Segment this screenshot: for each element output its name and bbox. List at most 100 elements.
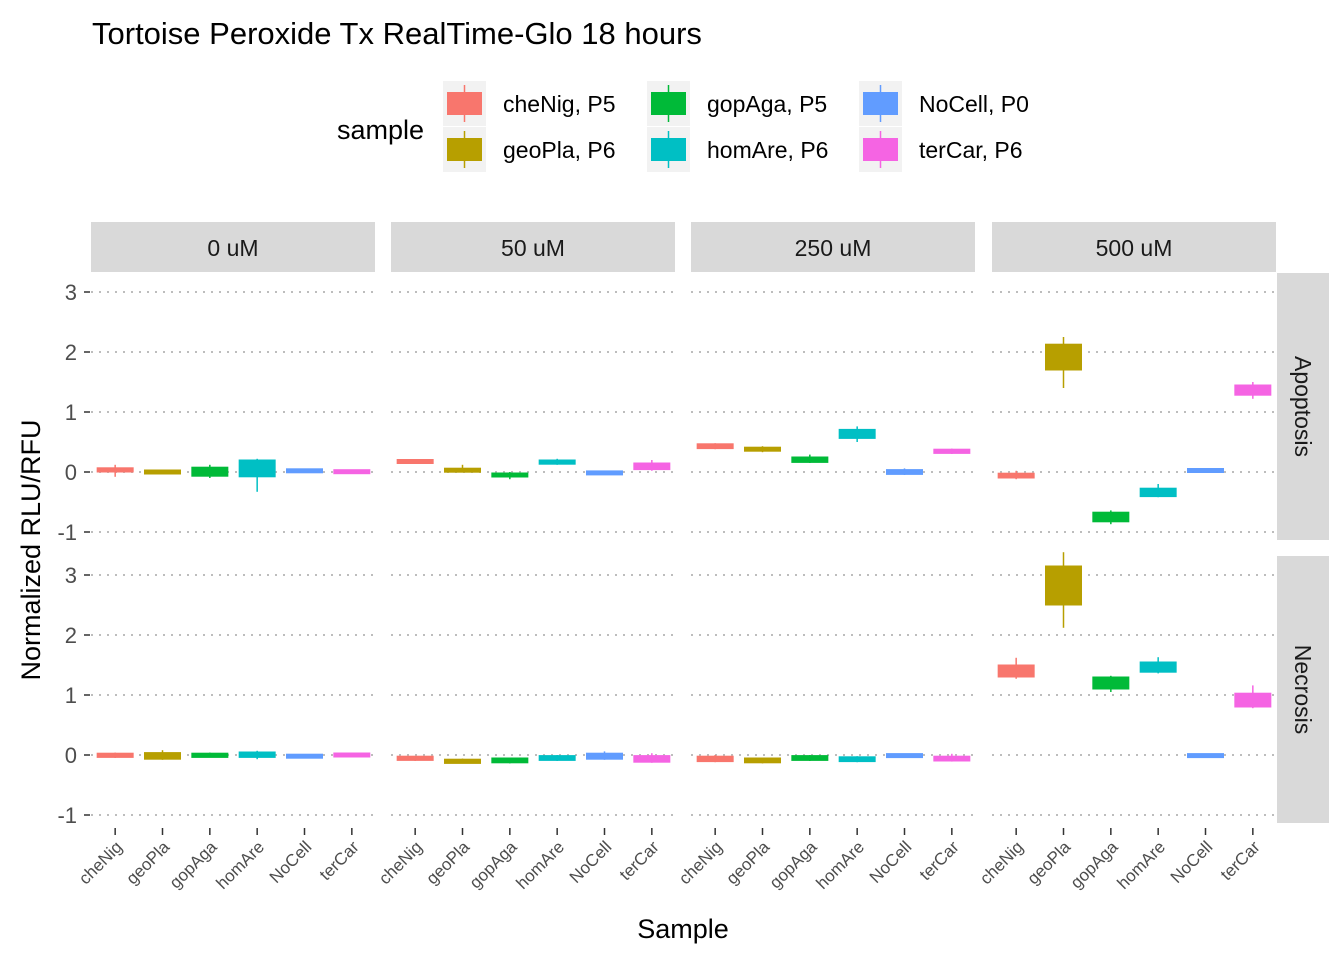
box-terCar — [633, 460, 671, 471]
box-geoPla — [444, 758, 481, 764]
legend-item-NoCell: NoCell, P0 — [859, 81, 1029, 126]
legend-key-swatch — [863, 138, 898, 161]
box-NoCell — [586, 751, 623, 760]
box-homAre — [238, 458, 276, 492]
y-tick-label: 2 — [65, 340, 77, 365]
box-homAre — [538, 755, 576, 761]
legend-label: gopAga, P5 — [707, 91, 827, 117]
box-geoPla — [1045, 552, 1082, 628]
box-homAre — [1139, 657, 1177, 674]
legend-key-swatch — [447, 92, 482, 115]
facet-strip-label: 250 uM — [795, 235, 872, 261]
box-homAre — [838, 756, 876, 763]
box-gopAga — [191, 464, 229, 478]
legend-label: homAre, P6 — [707, 137, 828, 163]
box-terCar — [633, 753, 671, 763]
x-axis-title: Sample — [637, 914, 729, 944]
box-homAre — [838, 426, 876, 442]
box-terCar — [1234, 685, 1272, 709]
box-terCar — [1234, 382, 1272, 399]
box-NoCell — [586, 470, 623, 476]
facet-strip-column: 250 uM — [691, 222, 975, 272]
y-axis-title: Normalized RLU/RFU — [16, 419, 46, 680]
box-gopAga — [1092, 675, 1130, 692]
y-tick-label: 0 — [65, 460, 77, 485]
facet-strip-background — [691, 222, 975, 272]
legend-title: sample — [337, 115, 424, 145]
facet-strip-background — [91, 222, 375, 272]
facet-strip-column: 500 uM — [992, 222, 1276, 272]
legend-label: terCar, P6 — [919, 137, 1023, 163]
box-geoPla — [144, 750, 181, 760]
box-gopAga — [1092, 510, 1130, 525]
box-NoCell — [1187, 468, 1224, 473]
box-terCar — [333, 469, 371, 475]
box-geoPla — [1045, 337, 1082, 388]
box-terCar — [933, 753, 971, 762]
y-tick-label: 1 — [65, 400, 77, 425]
legend-item-geoPla: geoPla, P6 — [443, 127, 616, 172]
facet-strip-background — [1277, 556, 1329, 823]
box-cheNig — [696, 443, 734, 450]
legend-item-homAre: homAre, P6 — [647, 127, 828, 172]
box-NoCell — [286, 468, 323, 474]
box-terCar — [933, 448, 971, 454]
box-gopAga — [491, 472, 529, 480]
facet-strip-row: Necrosis — [1277, 556, 1329, 823]
facet-strip-background — [391, 222, 675, 272]
y-tick-label: -1 — [57, 803, 77, 828]
legend-label: NoCell, P0 — [919, 91, 1029, 117]
legend-item-cheNig: cheNig, P5 — [443, 81, 616, 126]
legend-item-gopAga: gopAga, P5 — [647, 81, 827, 126]
box-gopAga — [791, 755, 829, 761]
y-tick-label: 3 — [65, 563, 77, 588]
box-NoCell — [886, 468, 923, 475]
box-body — [1045, 565, 1082, 606]
box-homAre — [1139, 484, 1177, 498]
facet-strip-label: 0 uM — [207, 235, 258, 261]
chart-title: Tortoise Peroxide Tx RealTime-Glo 18 hou… — [92, 16, 702, 51]
y-tick-label: 3 — [65, 280, 77, 305]
box-NoCell — [1187, 753, 1224, 759]
facet-strip-row: Apoptosis — [1277, 273, 1329, 540]
facet-strip-label: 50 uM — [501, 235, 565, 261]
box-homAre — [538, 458, 576, 465]
facet-strip-background — [992, 222, 1276, 272]
legend-key-swatch — [447, 138, 482, 161]
facet-strip-column: 50 uM — [391, 222, 675, 272]
box-geoPla — [744, 757, 781, 764]
facet-strip-label: Necrosis — [1290, 645, 1316, 734]
legend-item-terCar: terCar, P6 — [859, 127, 1023, 172]
facet-strip-column: 0 uM — [91, 222, 375, 272]
y-tick-label: 2 — [65, 623, 77, 648]
box-cheNig — [997, 470, 1035, 480]
box-cheNig — [997, 657, 1035, 679]
legend-key-swatch — [651, 92, 686, 115]
box-cheNig — [96, 464, 134, 477]
y-tick-label: -1 — [57, 520, 77, 545]
box-geoPla — [144, 469, 181, 475]
legend-label: geoPla, P6 — [503, 137, 616, 163]
box-NoCell — [286, 753, 323, 759]
box-geoPla — [444, 464, 481, 473]
box-NoCell — [886, 753, 923, 759]
plot-panels: 0 uM 50 uM 250 uM 500 uM Apoptosis Necrosis — [91, 222, 1329, 823]
facet-strip-background — [1277, 273, 1329, 540]
box-gopAga — [491, 757, 529, 764]
box-gopAga — [191, 752, 229, 758]
y-tick-label: 1 — [65, 683, 77, 708]
legend: sample cheNig, P5 geoPla, P6 gopAga, P5 homA… — [337, 81, 1029, 172]
box-homAre — [238, 750, 276, 760]
box-cheNig — [696, 755, 734, 763]
box-geoPla — [744, 446, 781, 453]
box-cheNig — [96, 752, 134, 758]
box-terCar — [333, 752, 371, 758]
legend-key-swatch — [863, 92, 898, 115]
facet-strip-label: 500 uM — [1096, 235, 1173, 261]
y-tick-label: 0 — [65, 743, 77, 768]
box-cheNig — [396, 755, 434, 761]
legend-label: cheNig, P5 — [503, 91, 616, 117]
box-cheNig — [396, 459, 434, 464]
facet-strip-label: Apoptosis — [1290, 356, 1316, 457]
